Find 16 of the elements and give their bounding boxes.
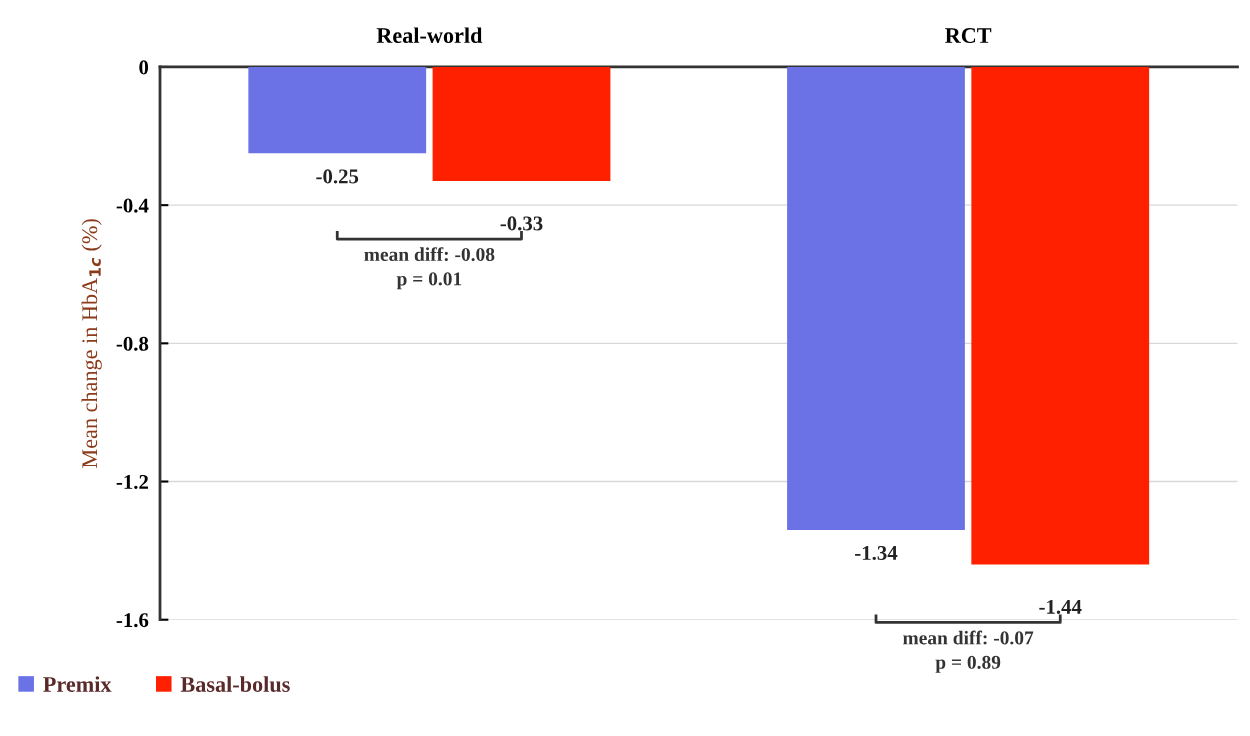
x-tick-label: RCT (945, 28, 992, 44)
legend-label: Premix (43, 676, 112, 692)
data-label: -1.44 (1039, 599, 1082, 614)
data-label: -1.34 (855, 545, 898, 561)
y-tick-label: 0 (139, 60, 149, 75)
legend-label: Basal-bolus (180, 676, 290, 692)
y-tick-label: -1.2 (116, 474, 148, 490)
data-label: -0.25 (316, 169, 359, 184)
y-axis-title: Mean change in HbA$_{1c}$ (%) (81, 219, 102, 468)
annotation: mean diff: -0.08 p = 0.01 (364, 247, 495, 290)
text: mean diff: -0.07 p = 0.89 (903, 630, 1034, 673)
y-tick-label: -1.6 (116, 613, 149, 628)
y-tick-label: -0.4 (116, 198, 149, 213)
data-label: -0.33 (500, 216, 543, 231)
x-tick-label: Real-world (376, 27, 483, 44)
y-tick-label: -0.8 (116, 336, 149, 351)
